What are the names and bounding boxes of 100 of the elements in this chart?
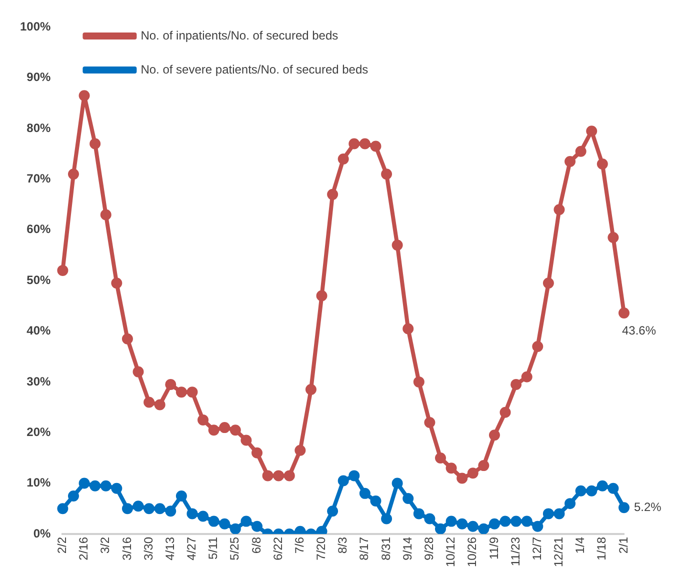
y-tick-label: 60% — [26, 222, 52, 236]
x-tick-label: 1/18 — [594, 536, 609, 560]
point — [132, 500, 144, 512]
point — [586, 485, 598, 496]
point — [618, 502, 630, 514]
point — [198, 510, 209, 522]
point — [57, 503, 68, 514]
y-tick-label: 20% — [26, 424, 52, 439]
point — [521, 516, 532, 527]
point — [111, 482, 122, 494]
point — [446, 516, 457, 527]
x-tick-label: 3/16 — [120, 536, 134, 560]
point — [564, 498, 576, 510]
point — [456, 518, 468, 530]
point — [122, 333, 133, 344]
point — [57, 264, 68, 276]
x-tick-label: 3/30 — [141, 536, 156, 560]
point — [488, 430, 500, 441]
x-tick-label: 6/22 — [270, 536, 285, 560]
point — [478, 523, 490, 534]
x-tick-label: 11/9 — [486, 536, 501, 560]
x-tick-label: 10/26 — [465, 536, 480, 567]
point — [144, 503, 155, 514]
y-tick-label: 90% — [26, 70, 52, 84]
point — [251, 520, 262, 532]
point — [392, 478, 403, 489]
point — [596, 480, 608, 492]
point — [446, 462, 457, 474]
y-tick-label: 10% — [26, 476, 52, 490]
y-tick-label: 40% — [26, 324, 52, 338]
point — [413, 376, 424, 388]
point — [381, 168, 392, 180]
x-tick-label: 4/27 — [184, 536, 199, 560]
point — [198, 414, 209, 426]
x-tick-label: 2/1 — [616, 536, 630, 554]
point — [100, 209, 112, 220]
point — [132, 366, 144, 378]
legend-label: No. of severe patients/No. of secured beds — [140, 62, 368, 76]
point — [348, 138, 360, 150]
legend-label: No. of inpatients/No. of secured beds — [140, 28, 338, 42]
x-tick-label: 7/20 — [314, 536, 328, 560]
point — [338, 475, 349, 486]
point — [370, 496, 382, 507]
x-tick-label: 7/6 — [292, 536, 306, 554]
point — [402, 492, 414, 504]
point — [240, 434, 252, 446]
point — [434, 452, 446, 464]
point — [370, 140, 382, 152]
point — [208, 516, 220, 527]
point — [78, 90, 90, 102]
point — [186, 386, 198, 398]
point — [434, 523, 446, 534]
data-label: 5.2% — [634, 500, 662, 514]
x-tick-label: 5/11 — [206, 536, 220, 560]
point — [608, 232, 619, 244]
x-tick-label: 11/23 — [508, 536, 522, 566]
x-tick-label: 8/3 — [336, 536, 350, 554]
point — [165, 506, 176, 517]
point — [424, 513, 436, 524]
point — [586, 126, 598, 137]
point — [186, 508, 198, 520]
y-tick-label: 80% — [26, 120, 52, 135]
point — [284, 470, 295, 482]
point — [542, 278, 554, 289]
point — [532, 520, 544, 532]
y-tick-label: 100% — [20, 20, 52, 34]
point — [575, 146, 586, 157]
point — [100, 480, 112, 492]
point — [240, 516, 252, 527]
point — [230, 424, 241, 436]
x-tick-label: 1/4 — [573, 536, 588, 554]
point — [402, 323, 414, 334]
point — [68, 168, 79, 180]
point — [208, 424, 220, 436]
point — [316, 290, 328, 302]
point — [510, 378, 522, 390]
point — [90, 138, 101, 150]
point — [262, 470, 274, 482]
point — [327, 506, 338, 517]
point — [176, 490, 187, 502]
point — [219, 422, 230, 434]
point — [500, 406, 511, 418]
point — [327, 188, 338, 200]
point — [144, 396, 155, 408]
point — [554, 204, 565, 216]
point — [165, 378, 176, 390]
y-tick-label: 30% — [26, 374, 52, 388]
point — [176, 386, 187, 398]
x-tick-label: 8/31 — [378, 536, 393, 560]
point — [424, 416, 436, 428]
point — [305, 384, 316, 396]
y-tick-label: 50% — [26, 272, 52, 287]
y-tick-label: 0% — [33, 526, 52, 540]
x-tick-label: 12/21 — [552, 536, 566, 567]
point — [532, 340, 544, 352]
x-tick-label: 9/28 — [422, 536, 436, 560]
point — [359, 488, 370, 499]
point — [521, 371, 532, 382]
point — [273, 470, 284, 482]
point — [154, 503, 166, 514]
